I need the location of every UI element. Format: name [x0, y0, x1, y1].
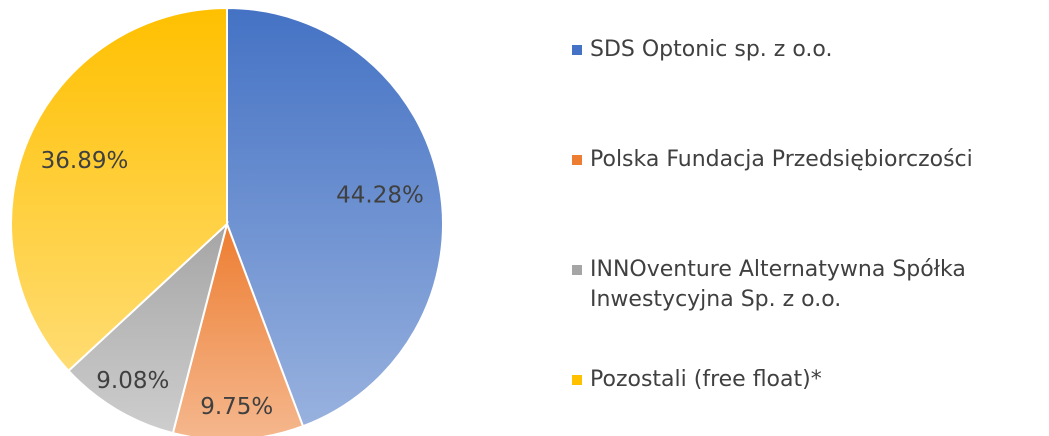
pie-slice [10, 6, 228, 373]
legend: SDS Optonic sp. z o.o. Polska Fundacja Pr… [572, 0, 1022, 436]
pie: 44.28% 9.75% 9.08% 36.89% [10, 6, 444, 436]
pie-slice [226, 6, 444, 428]
legend-item: Pozostali (free float)* [572, 365, 1020, 395]
legend-swatch [572, 265, 582, 275]
pie-slice [171, 220, 305, 436]
legend-item: INNOventure Alternatywna Spółka Inwestyc… [572, 255, 1020, 315]
pie-slice [67, 220, 229, 435]
legend-item: SDS Optonic sp. z o.o. [572, 35, 1020, 65]
data-label: 9.08% [96, 368, 169, 394]
data-label: 9.75% [200, 394, 273, 420]
legend-swatch [572, 45, 582, 55]
data-label: 44.28% [336, 183, 424, 209]
legend-label: INNOventure Alternatywna Spółka Inwestyc… [590, 257, 966, 312]
legend-swatch [572, 375, 582, 385]
legend-label: SDS Optonic sp. z o.o. [590, 37, 833, 62]
data-label: 36.89% [41, 148, 129, 174]
legend-swatch [572, 155, 582, 165]
legend-item: Polska Fundacja Przedsiębiorczości [572, 145, 1020, 175]
legend-label: Polska Fundacja Przedsiębiorczości [590, 147, 973, 172]
legend-label: Pozostali (free float)* [590, 367, 822, 392]
